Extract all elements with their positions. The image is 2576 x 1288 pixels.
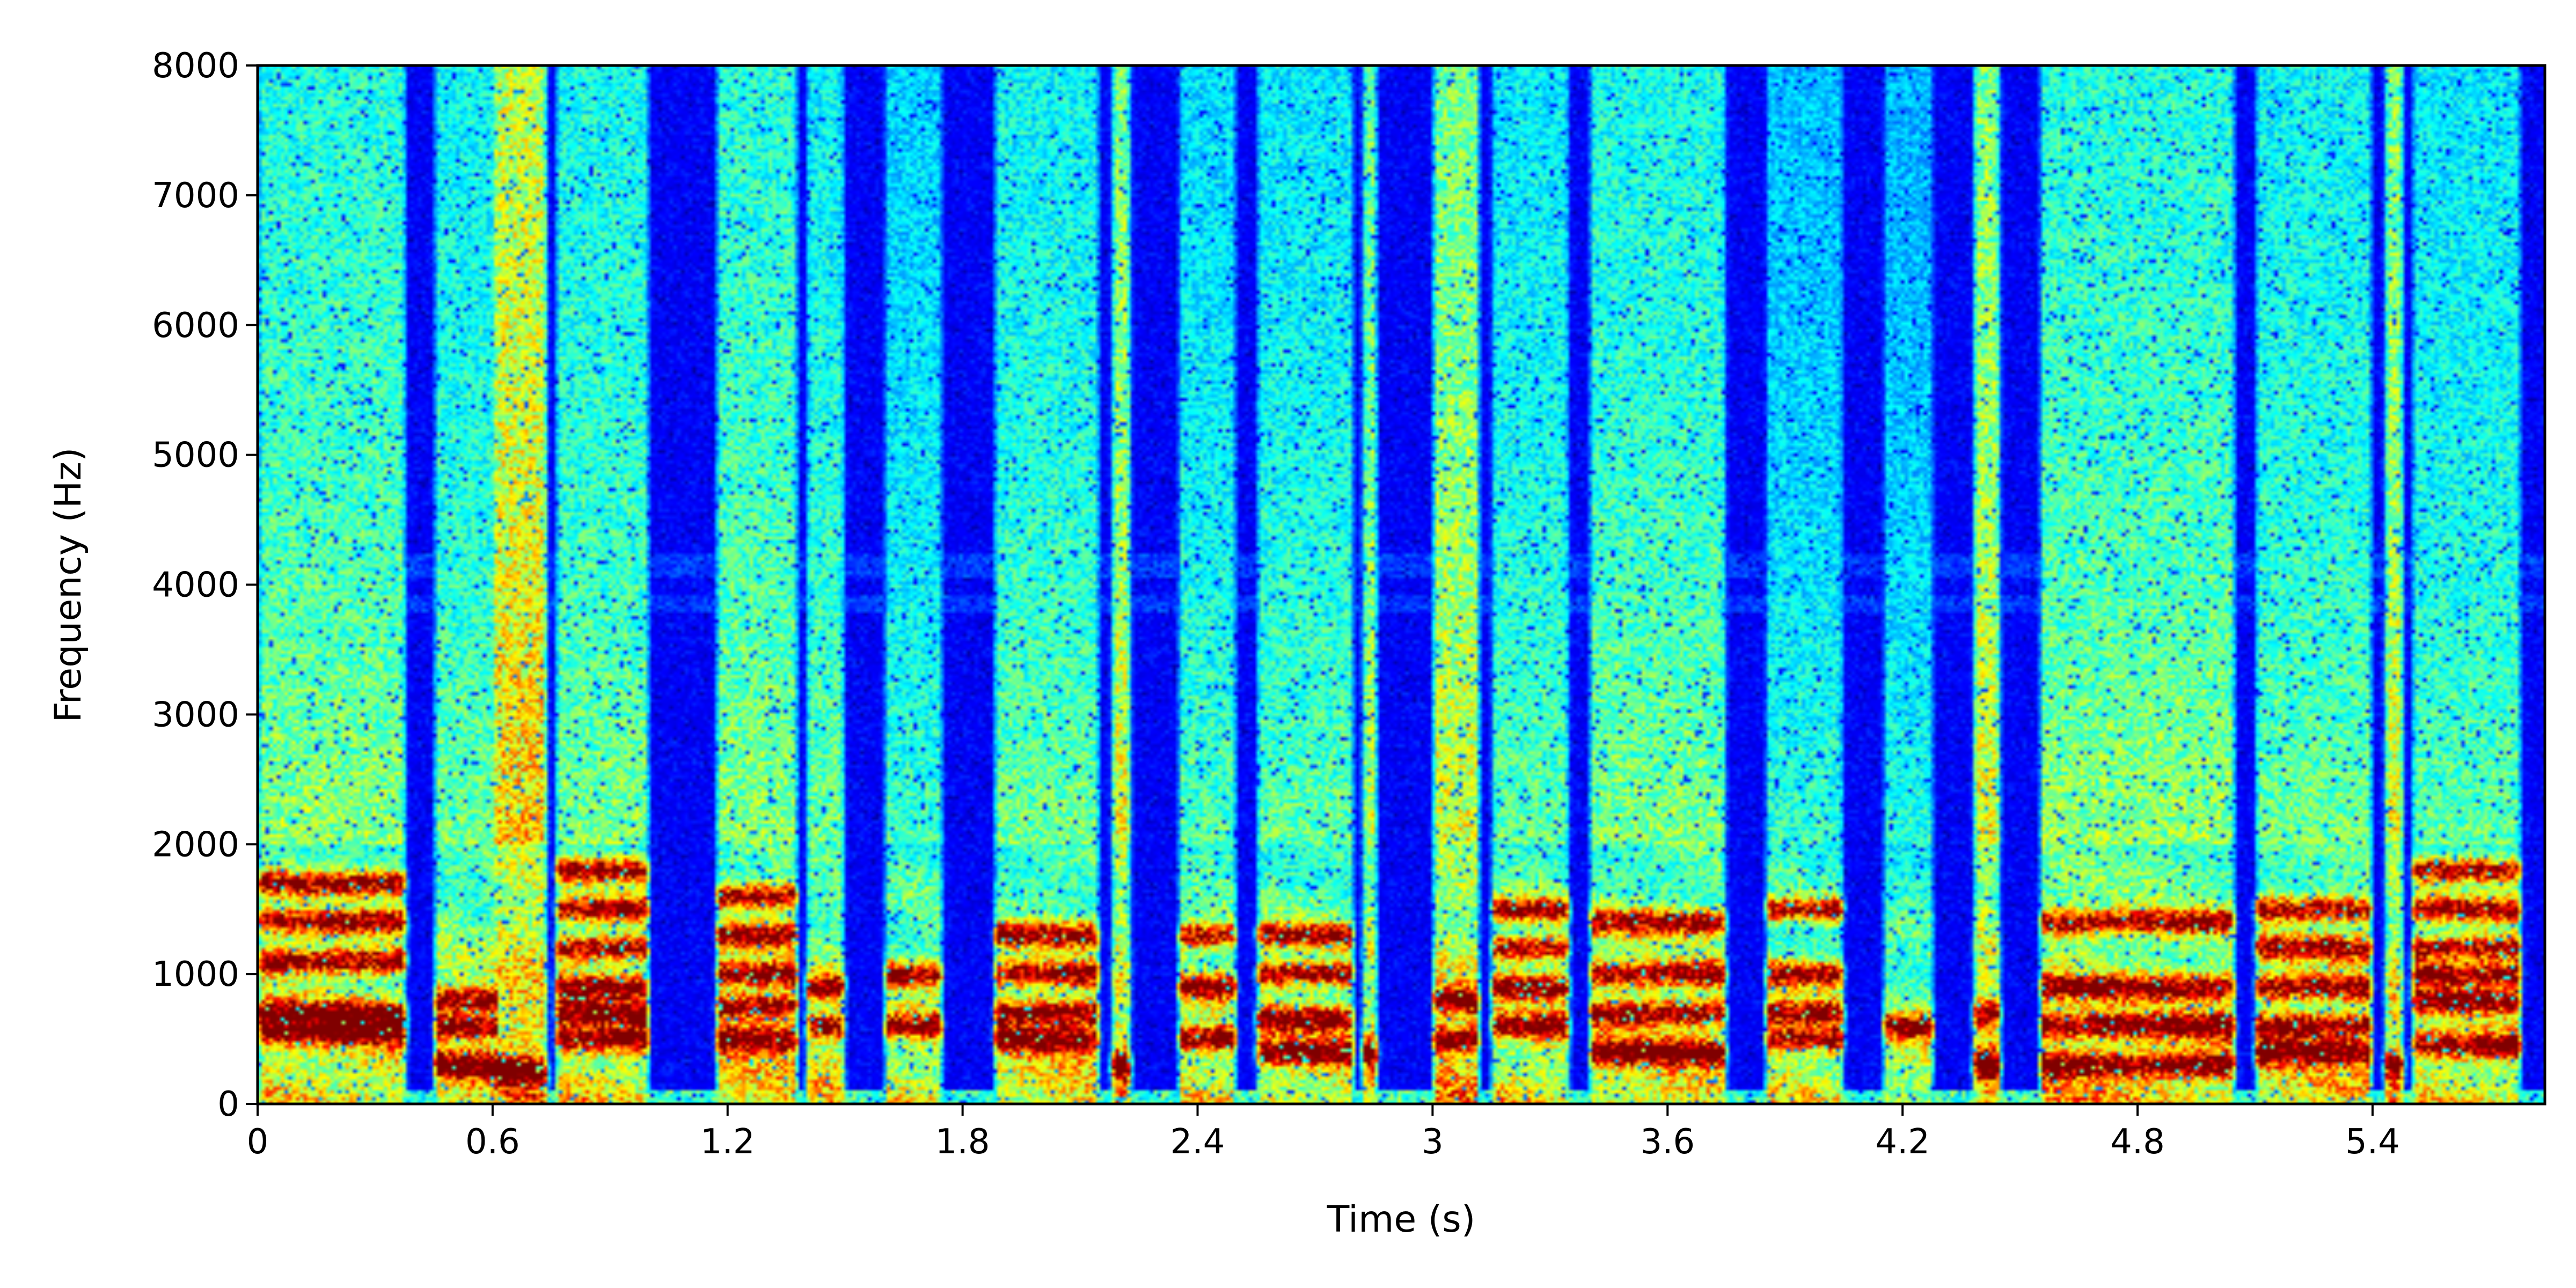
y-tick-label: 4000 (152, 566, 239, 605)
x-axis-label: Time (s) (1327, 1198, 1476, 1241)
x-tick-label: 0 (247, 1122, 269, 1162)
x-tick-label: 4.8 (2110, 1122, 2165, 1162)
y-tick-label: 0 (217, 1085, 239, 1124)
x-tick-label: 1.8 (935, 1122, 990, 1162)
y-tick-label: 3000 (152, 695, 239, 735)
x-tick-label: 3.6 (1640, 1122, 1695, 1162)
y-axis: 0 1000 2000 3000 4000 5000 6000 7000 8000 (152, 46, 258, 1124)
y-tick-label: 7000 (152, 176, 239, 216)
y-tick-label: 8000 (152, 46, 239, 86)
x-tick-label: 5.4 (2345, 1122, 2400, 1162)
y-axis-label: Frequency (Hz) (47, 448, 90, 723)
y-tick-label: 2000 (152, 825, 239, 865)
y-tick-label: 6000 (152, 306, 239, 346)
x-tick-label: 1.2 (700, 1122, 755, 1162)
x-axis: 0 0.6 1.2 1.8 2.4 3 3.6 4.2 4.8 5.4 (247, 1104, 2400, 1162)
x-tick-label: 3 (1422, 1122, 1444, 1162)
x-tick-label: 0.6 (465, 1122, 520, 1162)
x-tick-label: 2.4 (1170, 1122, 1225, 1162)
plot-area (256, 64, 2546, 1106)
y-tick-label: 5000 (152, 436, 239, 475)
x-tick-label: 4.2 (1875, 1122, 1930, 1162)
spectrogram-heatmap (258, 65, 2545, 1104)
y-tick-label: 1000 (152, 955, 239, 994)
